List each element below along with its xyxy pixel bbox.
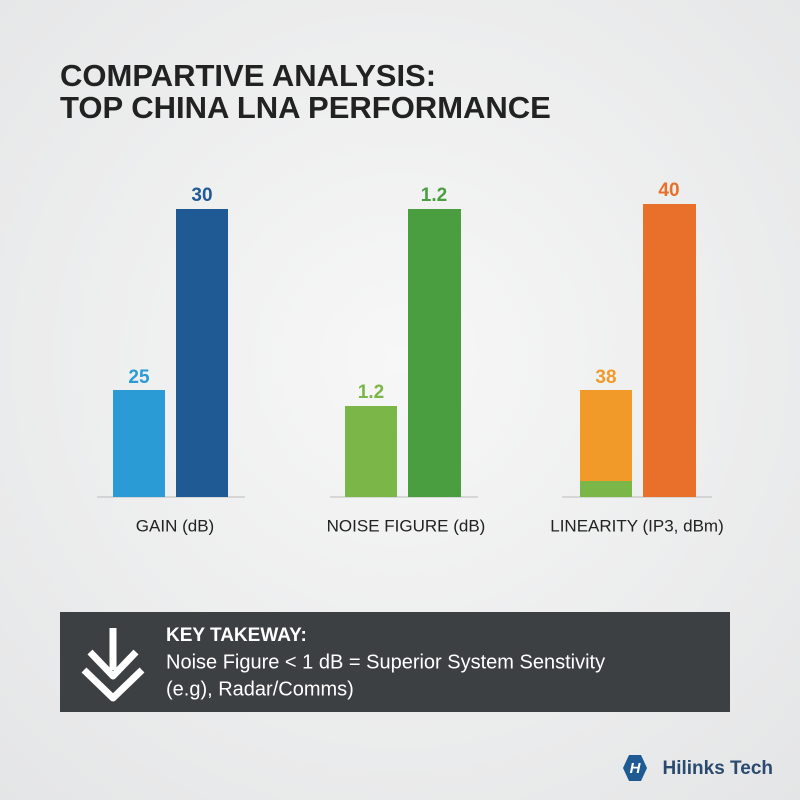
title-line: TOP CHINA LNA PERFORMANCE: [60, 90, 551, 125]
value-label: 25: [128, 367, 150, 388]
down-arrow-icon: [81, 628, 145, 702]
bar-segment: [580, 481, 632, 497]
takeaway-heading: KEY TAKEWAY:: [166, 625, 307, 646]
title-line: COMPARTIVE ANALYSIS:: [60, 58, 436, 93]
value-label: 1.2: [421, 185, 447, 206]
bar: [176, 209, 228, 497]
takeaway-text: (e.g), Radar/Comms): [166, 678, 354, 700]
group-label: LINEARITY (IP3, dBm): [550, 516, 724, 535]
svg-text:H: H: [630, 760, 642, 777]
takeaway-text: Noise Figure < 1 dB = Superior System Se…: [166, 651, 605, 673]
brand-logo: H: [623, 755, 647, 781]
group-label: NOISE FIGURE (dB): [327, 516, 486, 535]
value-label: 38: [595, 367, 616, 388]
value-label: 40: [658, 180, 679, 201]
bar: [643, 204, 696, 497]
bar: [113, 390, 165, 497]
value-label: 30: [191, 185, 212, 206]
takeaway-box: [60, 612, 730, 712]
bar: [345, 406, 397, 497]
bar: [408, 209, 461, 497]
bar: [580, 390, 632, 497]
group-label: GAIN (dB): [136, 516, 214, 535]
value-label: 1.2: [358, 382, 384, 403]
brand-name: Hilinks Tech: [662, 758, 773, 779]
